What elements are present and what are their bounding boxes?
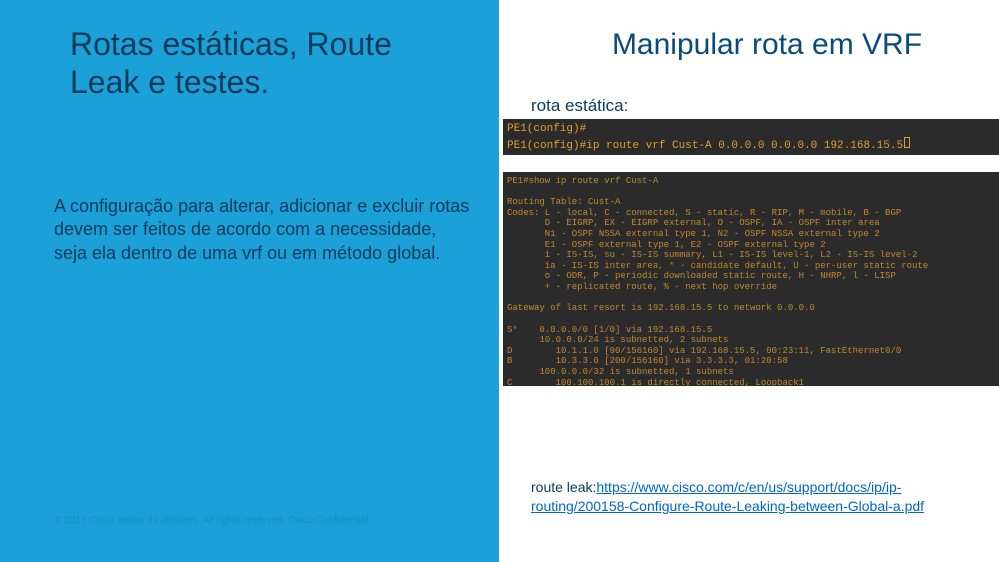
- t2-l3: Codes: L - local, C - connected, S - sta…: [507, 208, 901, 218]
- t2-l5: N1 - OSPF NSSA external type 1, N2 - OSP…: [507, 229, 880, 239]
- route-leak-label: route leak:: [531, 479, 596, 495]
- left-body: A configuração para alterar, adicionar e…: [54, 195, 474, 265]
- t2-l18: 100.0.0.0/32 is subnetted, 1 subnets: [507, 367, 734, 377]
- route-leak-link-block: route leak:https://www.cisco.com/c/en/us…: [531, 478, 991, 516]
- t2-l12: Gateway of last resort is 192.168.15.5 t…: [507, 303, 815, 313]
- right-title: Manipular rota em VRF: [547, 28, 987, 62]
- cursor-icon: [904, 137, 910, 148]
- terminal-show-route: PE1#show ip route vrf Cust-A Routing Tab…: [503, 172, 999, 386]
- t2-l16: D 10.1.1.0 [90/156160] via 192.168.15.5,…: [507, 346, 901, 356]
- t2-l9: o - ODR, P - periodic downloaded static …: [507, 271, 896, 281]
- t2-l0: PE1#show ip route vrf Cust-A: [507, 176, 658, 186]
- terminal-config-line-1: PE1(config)#ip route vrf Cust-A 0.0.0.0 …: [507, 140, 903, 152]
- left-title: Rotas estáticas, Route Leak e testes.: [70, 25, 470, 102]
- terminal-config-line-0: PE1(config)#: [507, 123, 586, 135]
- t2-l15: 10.0.0.0/24 is subnetted, 2 subnets: [507, 335, 728, 345]
- t2-l14: S* 0.0.0.0/0 [1/0] via 192.168.15.5: [507, 325, 712, 335]
- t2-l17: B 10.3.3.0 [200/156160] via 3.3.3.3, 01:…: [507, 356, 788, 366]
- t2-l8: ia - IS-IS inter area, * - candidate def…: [507, 261, 928, 271]
- right-subtitle: rota estática:: [531, 96, 628, 116]
- t2-l19: C 100.100.100.1 is directly connected, L…: [507, 378, 804, 386]
- slide-footer: © 2017 Cisco and/or its affiliates. All …: [54, 515, 369, 526]
- t2-l10: + - replicated route, % - next hop overr…: [507, 282, 777, 292]
- terminal-config: PE1(config)# PE1(config)#ip route vrf Cu…: [503, 119, 999, 155]
- t2-l7: i - IS-IS, su - IS-IS summary, L1 - IS-I…: [507, 250, 917, 260]
- t2-l2: Routing Table: Cust-A: [507, 197, 620, 207]
- t2-l4: D - EIGRP, EX - EIGRP external, O - OSPF…: [507, 218, 880, 228]
- t2-l6: E1 - OSPF external type 1, E2 - OSPF ext…: [507, 240, 826, 250]
- right-panel: Manipular rota em VRF rota estática: PE1…: [499, 0, 999, 562]
- left-panel: Rotas estáticas, Route Leak e testes. A …: [0, 0, 499, 562]
- route-leak-text1: https://www.cisco.com/c/en/us/support/do…: [596, 479, 901, 495]
- route-leak-text2: routing/200158-Configure-Route-Leaking-b…: [531, 498, 924, 514]
